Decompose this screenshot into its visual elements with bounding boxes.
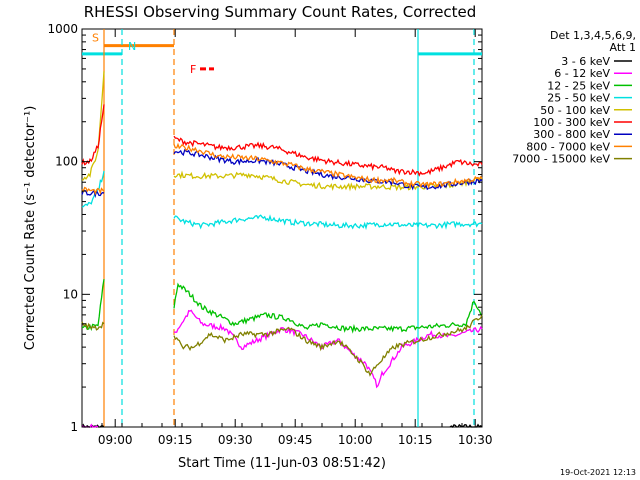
y-tick-label: 100 [55,155,78,169]
legend-entry-label: 7000 - 15000 keV [512,153,610,166]
state-bar-label: N [128,40,136,53]
legend-entry-label: 300 - 800 keV [533,128,610,141]
series-line [81,321,105,331]
x-tick-label: 09:00 [98,433,133,447]
x-tick-label: 09:15 [158,433,193,447]
legend-entry-label: 12 - 25 keV [547,79,610,92]
series-group [81,71,483,428]
axes-group: 1 10 100 1000 09:00 09:15 09:30 09:45 10:00 10:15… [47,22,492,447]
legend-entry-label: 6 - 12 keV [554,67,610,80]
y-tick-label: 1000 [47,22,78,36]
legend-entry-label: 800 - 7000 keV [526,140,610,153]
x-tick-label: 10:00 [338,433,373,447]
x-axis-label: Start Time (11-Jun-03 08:51:42) [178,456,386,471]
legend-header: Att 1 [610,41,636,54]
x-tick-label: 09:30 [218,433,253,447]
plot-area [81,28,483,428]
y-axis-label: Corrected Count Rate (s⁻¹ detector⁻¹) [23,106,38,351]
series-line [81,186,105,196]
series-line [81,71,105,181]
series-line [173,214,483,231]
series-line [173,170,483,192]
legend-entry-label: 50 - 100 keV [540,104,610,117]
chart-title: RHESSI Observing Summary Count Rates, Co… [84,3,477,21]
series-line [173,135,483,177]
legend-entry-label: 3 - 6 keV [561,55,610,68]
annotations-group: S N F [82,29,482,427]
state-bar-label: S [92,32,99,45]
legend-header: Det 1,3,4,5,6,9, [550,29,636,42]
x-tick-label: 10:30 [458,433,493,447]
footer-date: 19-Oct-2021 12:13 [560,468,636,477]
y-tick-label: 1 [70,420,78,434]
x-tick-label: 10:15 [398,433,433,447]
series-line [173,314,483,377]
series-line [81,279,105,332]
x-tick-label: 09:45 [278,433,313,447]
series-line [81,170,105,208]
series-line [173,148,483,191]
y-tick-label: 10 [63,287,78,301]
legend-entry-label: 25 - 50 keV [547,92,610,105]
state-bar-label: F [190,63,196,76]
series-line [173,142,483,190]
legend-entry-label: 100 - 300 keV [533,116,610,129]
series-line [81,104,105,166]
series-line [173,309,483,389]
series-line [173,282,483,334]
